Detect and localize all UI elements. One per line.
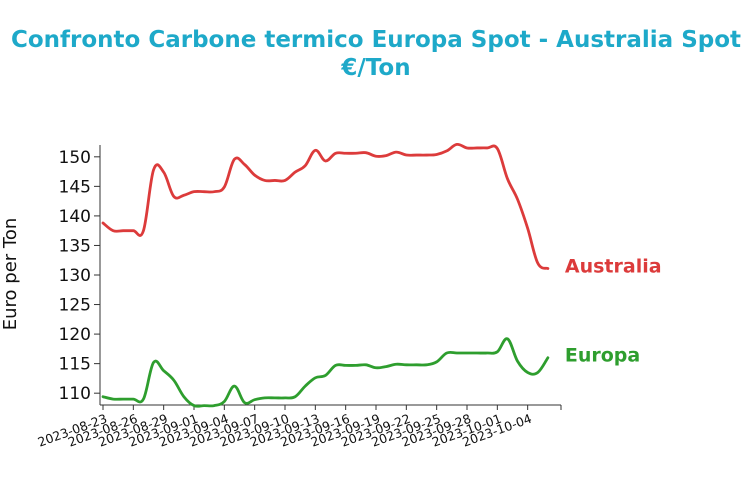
y-tick-label: 140 [59,207,91,227]
chart-subtitle: €/Ton [340,55,410,81]
y-tick-label: 135 [59,236,91,256]
y-tick-label: 120 [59,325,91,345]
series-labels: Australia Europa [565,256,662,367]
series-line-australia [101,142,550,270]
y-tick-label: 145 [59,177,91,197]
series-line-europa [101,337,550,408]
series-layer [101,142,550,408]
chart-title: Confronto Carbone termico Europa Spot - … [11,27,741,53]
y-tick-label: 130 [59,266,91,286]
axes: 1101151201251301351401451502023-08-23202… [36,145,562,450]
series-label-europa: Europa [565,345,640,367]
y-tick-label: 125 [59,296,91,316]
y-tick-label: 115 [59,355,91,375]
y-tick-label: 110 [59,384,91,404]
y-axis-label: Euro per Ton [0,218,21,331]
y-tick-label: 150 [59,148,91,168]
series-label-australia: Australia [565,256,662,278]
